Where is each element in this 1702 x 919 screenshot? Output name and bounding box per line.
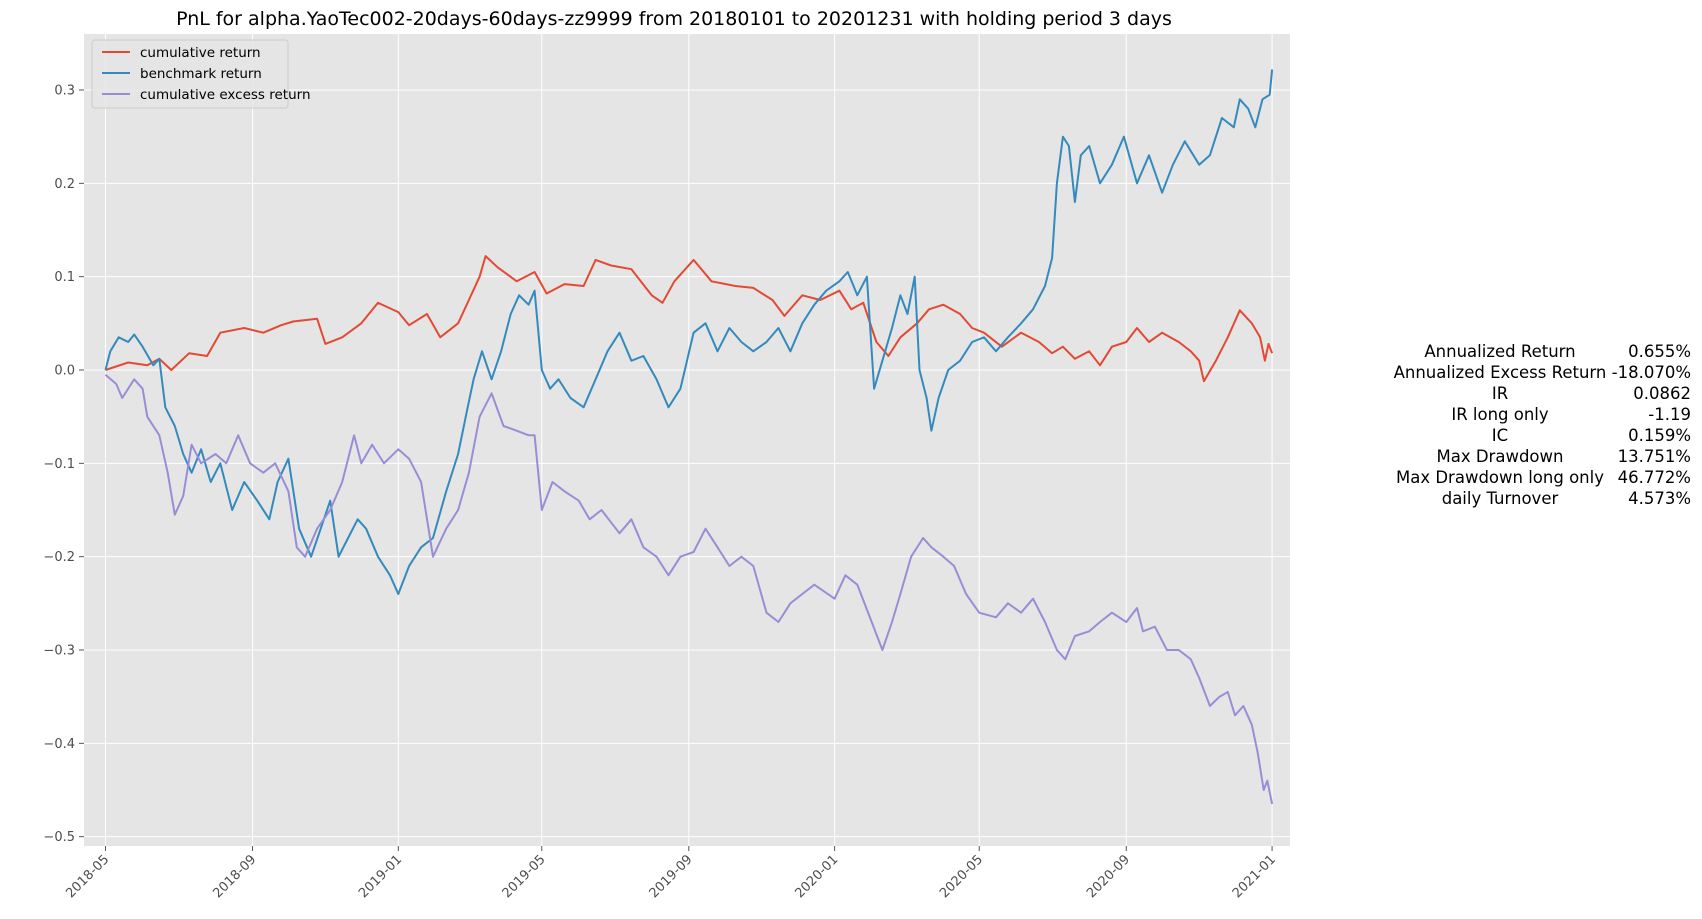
stat-label: IR — [1492, 384, 1508, 403]
x-tick-label: 2019-01 — [356, 852, 405, 901]
y-tick-label: −0.1 — [43, 457, 75, 472]
series-layer — [104, 69, 1274, 805]
stat-label: IR long only — [1451, 405, 1549, 424]
stat-value: 0.159% — [1628, 426, 1691, 445]
stat-label: daily Turnover — [1442, 489, 1559, 508]
legend-label: cumulative excess return — [140, 87, 311, 103]
stat-label: Annualized Excess Return — [1394, 363, 1607, 382]
x-tick-label: 2021-01 — [1230, 852, 1279, 901]
y-tick-label: 0.2 — [54, 177, 75, 192]
stat-value: 4.573% — [1628, 489, 1691, 508]
x-tick-label: 2018-09 — [210, 852, 259, 901]
legend-label: cumulative return — [140, 45, 261, 61]
x-tick-label: 2020-09 — [1084, 852, 1133, 901]
legend-box — [91, 39, 289, 109]
series-line-benchmark-return — [104, 69, 1274, 595]
stat-label: Max Drawdown long only — [1396, 468, 1604, 487]
y-tick-label: 0.0 — [54, 364, 75, 379]
y-tick-label: −0.2 — [43, 550, 75, 565]
stat-label: Annualized Return — [1424, 342, 1575, 361]
stat-value: -1.19 — [1648, 405, 1691, 424]
x-tick-label: 2018-05 — [63, 852, 112, 901]
stat-value: -18.070% — [1612, 363, 1691, 382]
series-line-cumulative-return — [105, 255, 1274, 383]
x-axis: 2018-05 2018-09 2019-01 2019-05 2019-09 2020-… — [63, 846, 1279, 901]
stat-label: Max Drawdown — [1437, 447, 1564, 466]
stats-table: Annualized Return 0.655% Annualized Excess… — [1394, 342, 1691, 508]
plot-area — [84, 34, 1290, 846]
y-tick-label: −0.4 — [43, 737, 75, 752]
y-tick-label: −0.5 — [43, 830, 75, 845]
x-tick-label: 2019-05 — [500, 852, 549, 901]
y-tick-label: 0.1 — [54, 270, 75, 285]
stat-value: 46.772% — [1618, 468, 1691, 487]
y-tick-label: 0.3 — [54, 84, 75, 99]
y-tick-label: −0.3 — [43, 644, 75, 659]
stat-value: 13.751% — [1618, 447, 1691, 466]
legend: cumulative return benchmark return cumulat… — [91, 39, 311, 109]
legend-label: benchmark return — [140, 66, 262, 82]
series-line-cumulative-excess-return — [104, 373, 1274, 805]
stat-value: 0.0862 — [1633, 384, 1691, 403]
grid-lines — [84, 34, 1290, 846]
x-tick-label: 2020-01 — [792, 852, 841, 901]
x-tick-label: 2019-09 — [647, 852, 696, 901]
y-axis: 0.3 0.2 0.1 0.0 −0.1 −0.2 −0.3 −0.4 −0.5 — [43, 84, 84, 845]
x-tick-label: 2020-05 — [937, 852, 986, 901]
stat-value: 0.655% — [1628, 342, 1691, 361]
chart-title: PnL for alpha.YaoTec002-20days-60days-zz… — [176, 8, 1172, 30]
stat-label: IC — [1492, 426, 1508, 445]
